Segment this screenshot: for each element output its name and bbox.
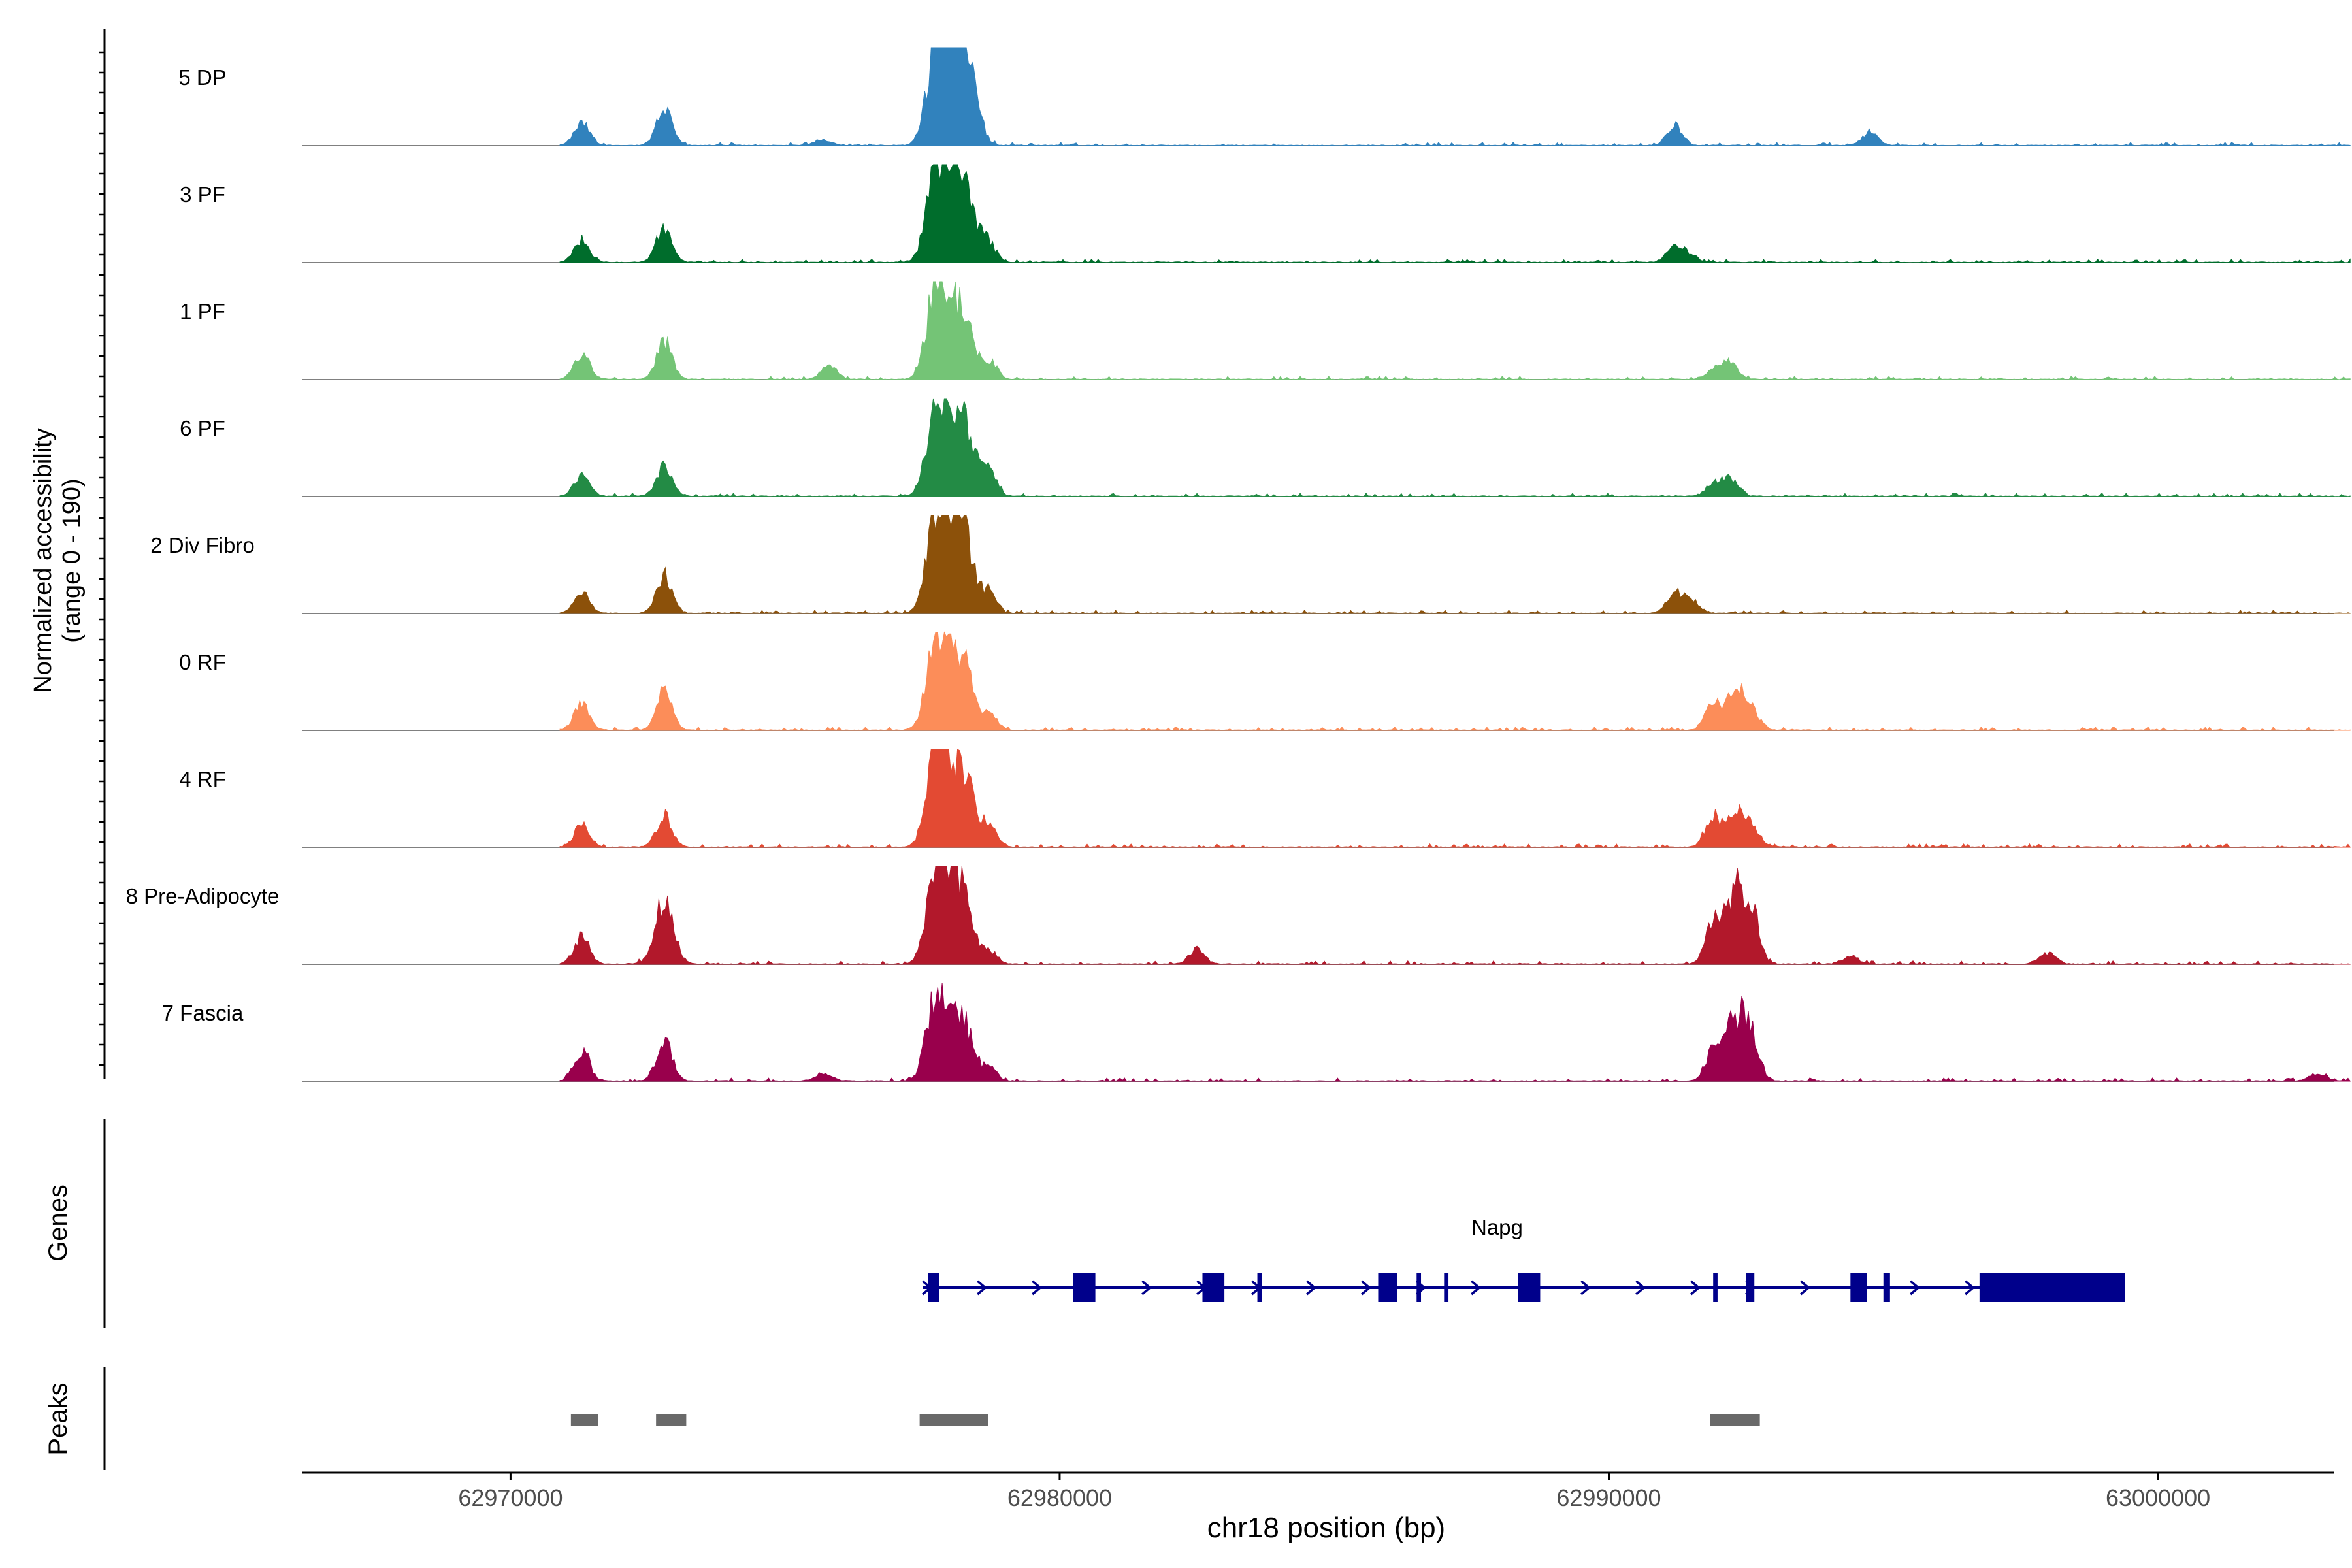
gene-exon: [1444, 1273, 1449, 1302]
coverage-area: [559, 866, 2351, 965]
strand-arrow: [1690, 1280, 1701, 1296]
x-tick-label: 63000000: [2106, 1484, 2210, 1511]
gene-exon: [1257, 1273, 1262, 1302]
peak-region: [570, 1414, 598, 1426]
coverage-area: [559, 514, 2351, 614]
gene-exon: [1518, 1273, 1541, 1302]
gene-exon: [1979, 1273, 2125, 1302]
coverage-y-label-line1: Normalized accessibility: [29, 428, 57, 693]
coverage-area: [559, 749, 2351, 848]
coverage-area: [559, 631, 2351, 731]
peak-region: [1710, 1414, 1760, 1426]
strand-arrow: [1800, 1280, 1810, 1296]
track-label: 7 Fascia: [162, 1001, 244, 1025]
x-axis-ticks: 62970000 62980000 62990000 63000000: [458, 1473, 2210, 1511]
gene-exon: [1416, 1273, 1422, 1302]
x-tick-label: 62970000: [458, 1484, 563, 1511]
coverage-y-label-line2: (range 0 - 190): [58, 478, 86, 642]
peaks-track: [570, 1414, 1760, 1426]
gene-exon: [1746, 1273, 1755, 1302]
genes-track: Napg: [922, 1215, 2125, 1302]
strand-arrow: [1141, 1280, 1152, 1296]
strand-arrow: [1361, 1280, 1371, 1296]
track-6-pf: 6 PF: [180, 398, 2351, 497]
track-label: 0 RF: [179, 650, 226, 674]
track-label: 3 PF: [180, 182, 225, 206]
x-axis-label: chr18 position (bp): [1207, 1512, 1445, 1544]
coverage-area: [559, 47, 2351, 146]
track-1-pf: 1 PF: [180, 281, 2351, 380]
coverage-area: [559, 164, 2351, 263]
gene-exon: [1202, 1273, 1225, 1302]
strand-arrow: [1965, 1280, 1975, 1296]
strand-arrow: [1306, 1280, 1316, 1296]
peak-region: [919, 1414, 988, 1426]
x-tick-label: 62990000: [1556, 1484, 1661, 1511]
strand-arrow: [1471, 1280, 1481, 1296]
strand-arrow: [1032, 1280, 1042, 1296]
coverage-area: [559, 398, 2351, 497]
track-7-fascia: 7 Fascia: [162, 983, 2351, 1082]
gene-exon: [1850, 1273, 1867, 1302]
track-0-rf: 0 RF: [179, 631, 2351, 731]
track-4-rf: 4 RF: [179, 749, 2351, 848]
track-label: 2 Div Fibro: [150, 533, 255, 557]
track-label: 5 DP: [178, 65, 226, 90]
strand-arrow: [1910, 1280, 1920, 1296]
track-3-pf: 3 PF: [180, 164, 2351, 263]
gene-exon: [1713, 1273, 1718, 1302]
gene-napg: Napg: [922, 1215, 2125, 1302]
gene-name-label: Napg: [1471, 1215, 1523, 1239]
track-5-dp: 5 DP: [178, 47, 2351, 146]
coverage-area: [559, 281, 2351, 380]
track-label: 8 Pre-Adipocyte: [126, 884, 280, 908]
track-label: 1 PF: [180, 299, 225, 323]
gene-exon: [1073, 1273, 1096, 1302]
track-2-div-fibro: 2 Div Fibro: [150, 514, 2351, 614]
strand-arrow: [1635, 1280, 1646, 1296]
coverage-y-ticks: [99, 51, 105, 1066]
gene-exon: [1883, 1273, 1890, 1302]
strand-arrow: [977, 1280, 987, 1296]
peaks-panel-label: Peaks: [44, 1382, 73, 1455]
gene-exon: [1378, 1273, 1397, 1302]
track-8-pre-adipocyte: 8 Pre-Adipocyte: [126, 866, 2351, 965]
gene-exon: [928, 1273, 939, 1302]
strand-arrow: [1580, 1280, 1591, 1296]
coverage-area: [559, 983, 2351, 1082]
peak-region: [656, 1414, 687, 1426]
track-label: 4 RF: [179, 767, 226, 791]
genes-panel-label: Genes: [44, 1184, 73, 1262]
track-label: 6 PF: [180, 416, 225, 440]
coverage-tracks: 5 DP 3 PF 1 PF 6 PF 2 Div Fibro 0 RF 4 RF 8 Pre…: [126, 47, 2351, 1082]
x-tick-label: 62980000: [1007, 1484, 1112, 1511]
